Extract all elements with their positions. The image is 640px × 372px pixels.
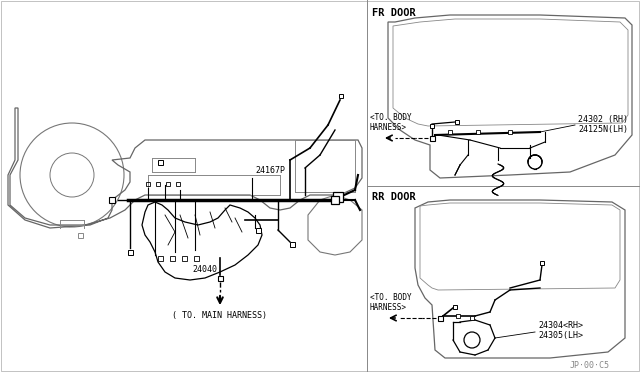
Bar [218,276,223,280]
Bar [430,124,434,128]
Text: 24305(LH>: 24305(LH> [538,331,583,340]
Bar [455,120,459,124]
Bar [453,305,457,309]
Bar [166,182,170,186]
Bar [156,182,160,186]
Text: FR DOOR: FR DOOR [372,8,416,18]
Bar [170,256,175,260]
Text: JP·00·C5: JP·00·C5 [570,361,610,370]
Bar [476,130,480,134]
Bar [456,314,460,318]
Bar [157,160,163,164]
Bar [438,315,442,321]
Bar [176,182,180,186]
Text: 24125N(LH): 24125N(LH) [578,125,628,134]
Bar [127,250,132,254]
Bar [157,256,163,260]
Text: 24304<RH>: 24304<RH> [538,321,583,330]
Bar [146,182,150,186]
Bar [331,196,339,204]
Text: <TO. BODY
HARNESS>: <TO. BODY HARNESS> [370,293,412,312]
Bar [339,94,343,98]
Bar [448,130,452,134]
Bar [470,316,474,320]
Bar [508,130,512,134]
Bar [109,197,115,203]
Bar [255,228,260,232]
Text: 24040: 24040 [192,265,217,274]
Bar [540,261,544,265]
Text: <TO. BODY
HARNESS>: <TO. BODY HARNESS> [370,113,412,132]
Bar [193,256,198,260]
Bar [182,256,186,260]
Text: 24167P: 24167P [255,166,285,175]
Text: 24302 (RH): 24302 (RH) [578,115,628,124]
Bar [333,192,343,202]
Bar [289,241,294,247]
Bar [77,232,83,237]
Bar [429,135,435,141]
Text: ( TO. MAIN HARNESS): ( TO. MAIN HARNESS) [172,311,267,320]
Text: RR DOOR: RR DOOR [372,192,416,202]
